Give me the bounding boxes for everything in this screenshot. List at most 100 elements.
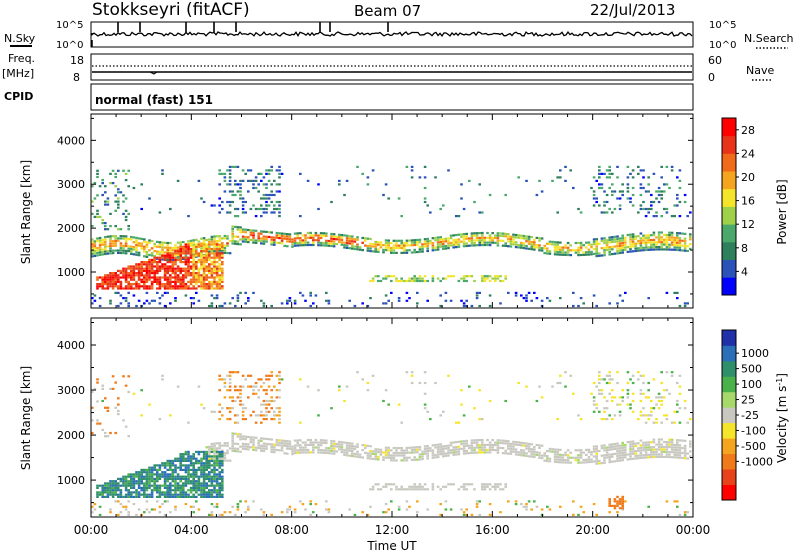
power-cell xyxy=(231,240,234,243)
power-cell xyxy=(491,277,494,280)
velocity-cell xyxy=(187,450,190,453)
velocity-cell xyxy=(496,441,500,444)
power-cell xyxy=(111,182,115,185)
velocity-cell xyxy=(535,453,539,456)
velocity-cell xyxy=(629,445,632,448)
power-cell xyxy=(397,299,401,302)
power-cell xyxy=(140,267,143,270)
power-cell xyxy=(265,235,268,238)
velocity-cell xyxy=(257,446,260,450)
power-cell xyxy=(629,250,632,253)
velocity-cell xyxy=(213,452,216,455)
power-cell xyxy=(270,211,273,214)
velocity-cell xyxy=(143,477,146,480)
power-cell xyxy=(551,240,554,243)
power-cell xyxy=(683,242,687,245)
velocity-cell xyxy=(265,407,268,410)
velocity-cell xyxy=(590,460,593,463)
velocity-cell xyxy=(192,453,195,456)
power-cell xyxy=(135,241,138,244)
velocity-cell xyxy=(208,477,211,480)
velocity-cell xyxy=(421,488,424,491)
power-cell xyxy=(231,165,234,168)
velocity-cell xyxy=(512,440,515,443)
power-cell xyxy=(605,241,609,244)
power-cell xyxy=(234,179,237,182)
velocity-cell xyxy=(215,480,219,483)
velocity-cell xyxy=(647,446,650,449)
velocity-cell xyxy=(499,439,502,442)
velocity-cell xyxy=(395,447,398,450)
power-cell xyxy=(525,244,528,248)
velocity-cell xyxy=(156,468,159,471)
power-cell xyxy=(104,252,107,256)
velocity-cell xyxy=(676,446,679,449)
velocity-cell xyxy=(156,473,159,476)
velocity-cell xyxy=(218,513,221,516)
power-cell xyxy=(148,278,151,281)
velocity-cell xyxy=(595,513,598,516)
velocity-cell xyxy=(332,445,336,448)
power-cell xyxy=(351,237,354,240)
power-cell xyxy=(392,239,396,242)
velocity-cell xyxy=(689,442,692,446)
power-cell xyxy=(163,267,167,270)
power-cell xyxy=(488,234,492,237)
power-cell xyxy=(228,190,232,193)
power-cell xyxy=(618,197,622,200)
power-cell xyxy=(478,211,481,214)
power-cell xyxy=(478,291,481,294)
velocity-cell xyxy=(442,450,445,453)
power-cell xyxy=(189,254,193,257)
velocity-cell xyxy=(286,445,289,448)
power-cell xyxy=(556,251,559,254)
velocity-cell xyxy=(673,410,676,413)
power-cell xyxy=(647,241,650,244)
power-cell xyxy=(187,263,190,266)
velocity-cell xyxy=(605,453,609,457)
power-cell xyxy=(267,193,271,197)
velocity-cell xyxy=(226,389,229,392)
velocity-cell xyxy=(608,371,611,374)
power-cell xyxy=(169,287,172,290)
power-cell xyxy=(387,241,390,245)
velocity-cell xyxy=(486,483,489,486)
power-cell xyxy=(356,243,359,246)
power-cell xyxy=(366,237,370,240)
power-cell xyxy=(187,252,190,255)
freq-tick-top: 18 xyxy=(70,54,84,67)
power-cell xyxy=(538,249,541,252)
power-cell xyxy=(187,274,190,277)
velocity-cell xyxy=(611,399,614,403)
power-cell xyxy=(197,267,201,270)
power-cell xyxy=(650,204,653,207)
power-cell xyxy=(314,239,318,242)
velocity-cell xyxy=(608,511,611,514)
power-cell xyxy=(213,237,216,240)
velocity-cell xyxy=(174,495,177,498)
power-cell xyxy=(278,172,281,175)
velocity-cell xyxy=(535,451,539,454)
power-cell xyxy=(143,302,146,305)
velocity-cell xyxy=(595,460,598,463)
velocity-cell xyxy=(343,451,346,454)
velocity-cell xyxy=(678,454,682,457)
velocity-cell xyxy=(106,489,110,492)
velocity-cell xyxy=(673,443,676,446)
velocity-cell xyxy=(665,414,669,417)
power-cell xyxy=(169,256,172,259)
power-cell xyxy=(387,246,390,249)
power-cell xyxy=(644,248,648,252)
power-cell xyxy=(187,247,190,251)
power-cell xyxy=(156,267,159,270)
power-cell xyxy=(637,242,640,245)
velocity-cell xyxy=(114,381,117,384)
velocity-cell xyxy=(663,445,666,449)
velocity-cell xyxy=(444,500,448,503)
velocity-cell xyxy=(416,488,419,491)
velocity-cell xyxy=(436,443,440,446)
velocity-cell xyxy=(252,410,255,413)
velocity-cell xyxy=(273,446,276,449)
power-cell xyxy=(122,244,125,247)
power-cell xyxy=(309,234,312,237)
